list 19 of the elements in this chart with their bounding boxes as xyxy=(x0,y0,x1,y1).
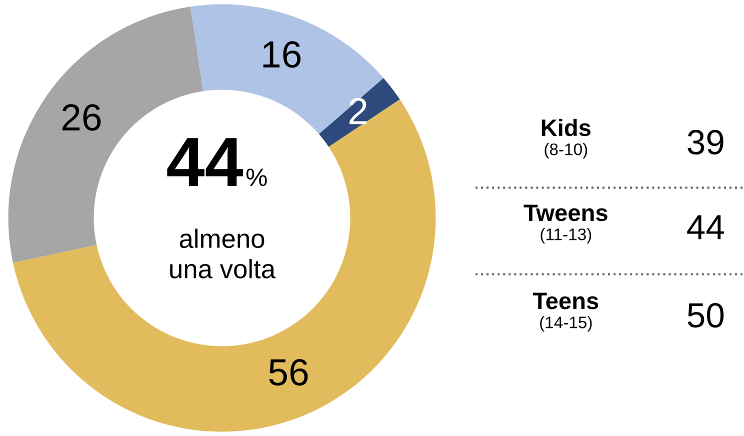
text: (8-10) xyxy=(544,143,588,159)
text: almeno una volta xyxy=(170,228,276,278)
category-label: Kids xyxy=(542,118,591,136)
donut-slice xyxy=(190,4,384,134)
data-label: 56 xyxy=(269,359,308,386)
text: 44 xyxy=(167,138,244,186)
data-label: 39 xyxy=(688,130,724,155)
data-label: 44 xyxy=(687,215,724,240)
data-label: 2 xyxy=(349,98,367,124)
text: % xyxy=(246,168,267,186)
donut-slice xyxy=(13,99,436,432)
category-label: Tweens xyxy=(524,204,608,222)
text: (11-13) xyxy=(540,228,592,244)
category-label: Teens xyxy=(532,292,598,310)
text: (14-15) xyxy=(540,316,592,332)
donut-slice xyxy=(318,78,400,147)
data-label: 16 xyxy=(263,41,301,68)
data-label: 50 xyxy=(688,303,724,328)
data-label: 26 xyxy=(62,104,101,131)
